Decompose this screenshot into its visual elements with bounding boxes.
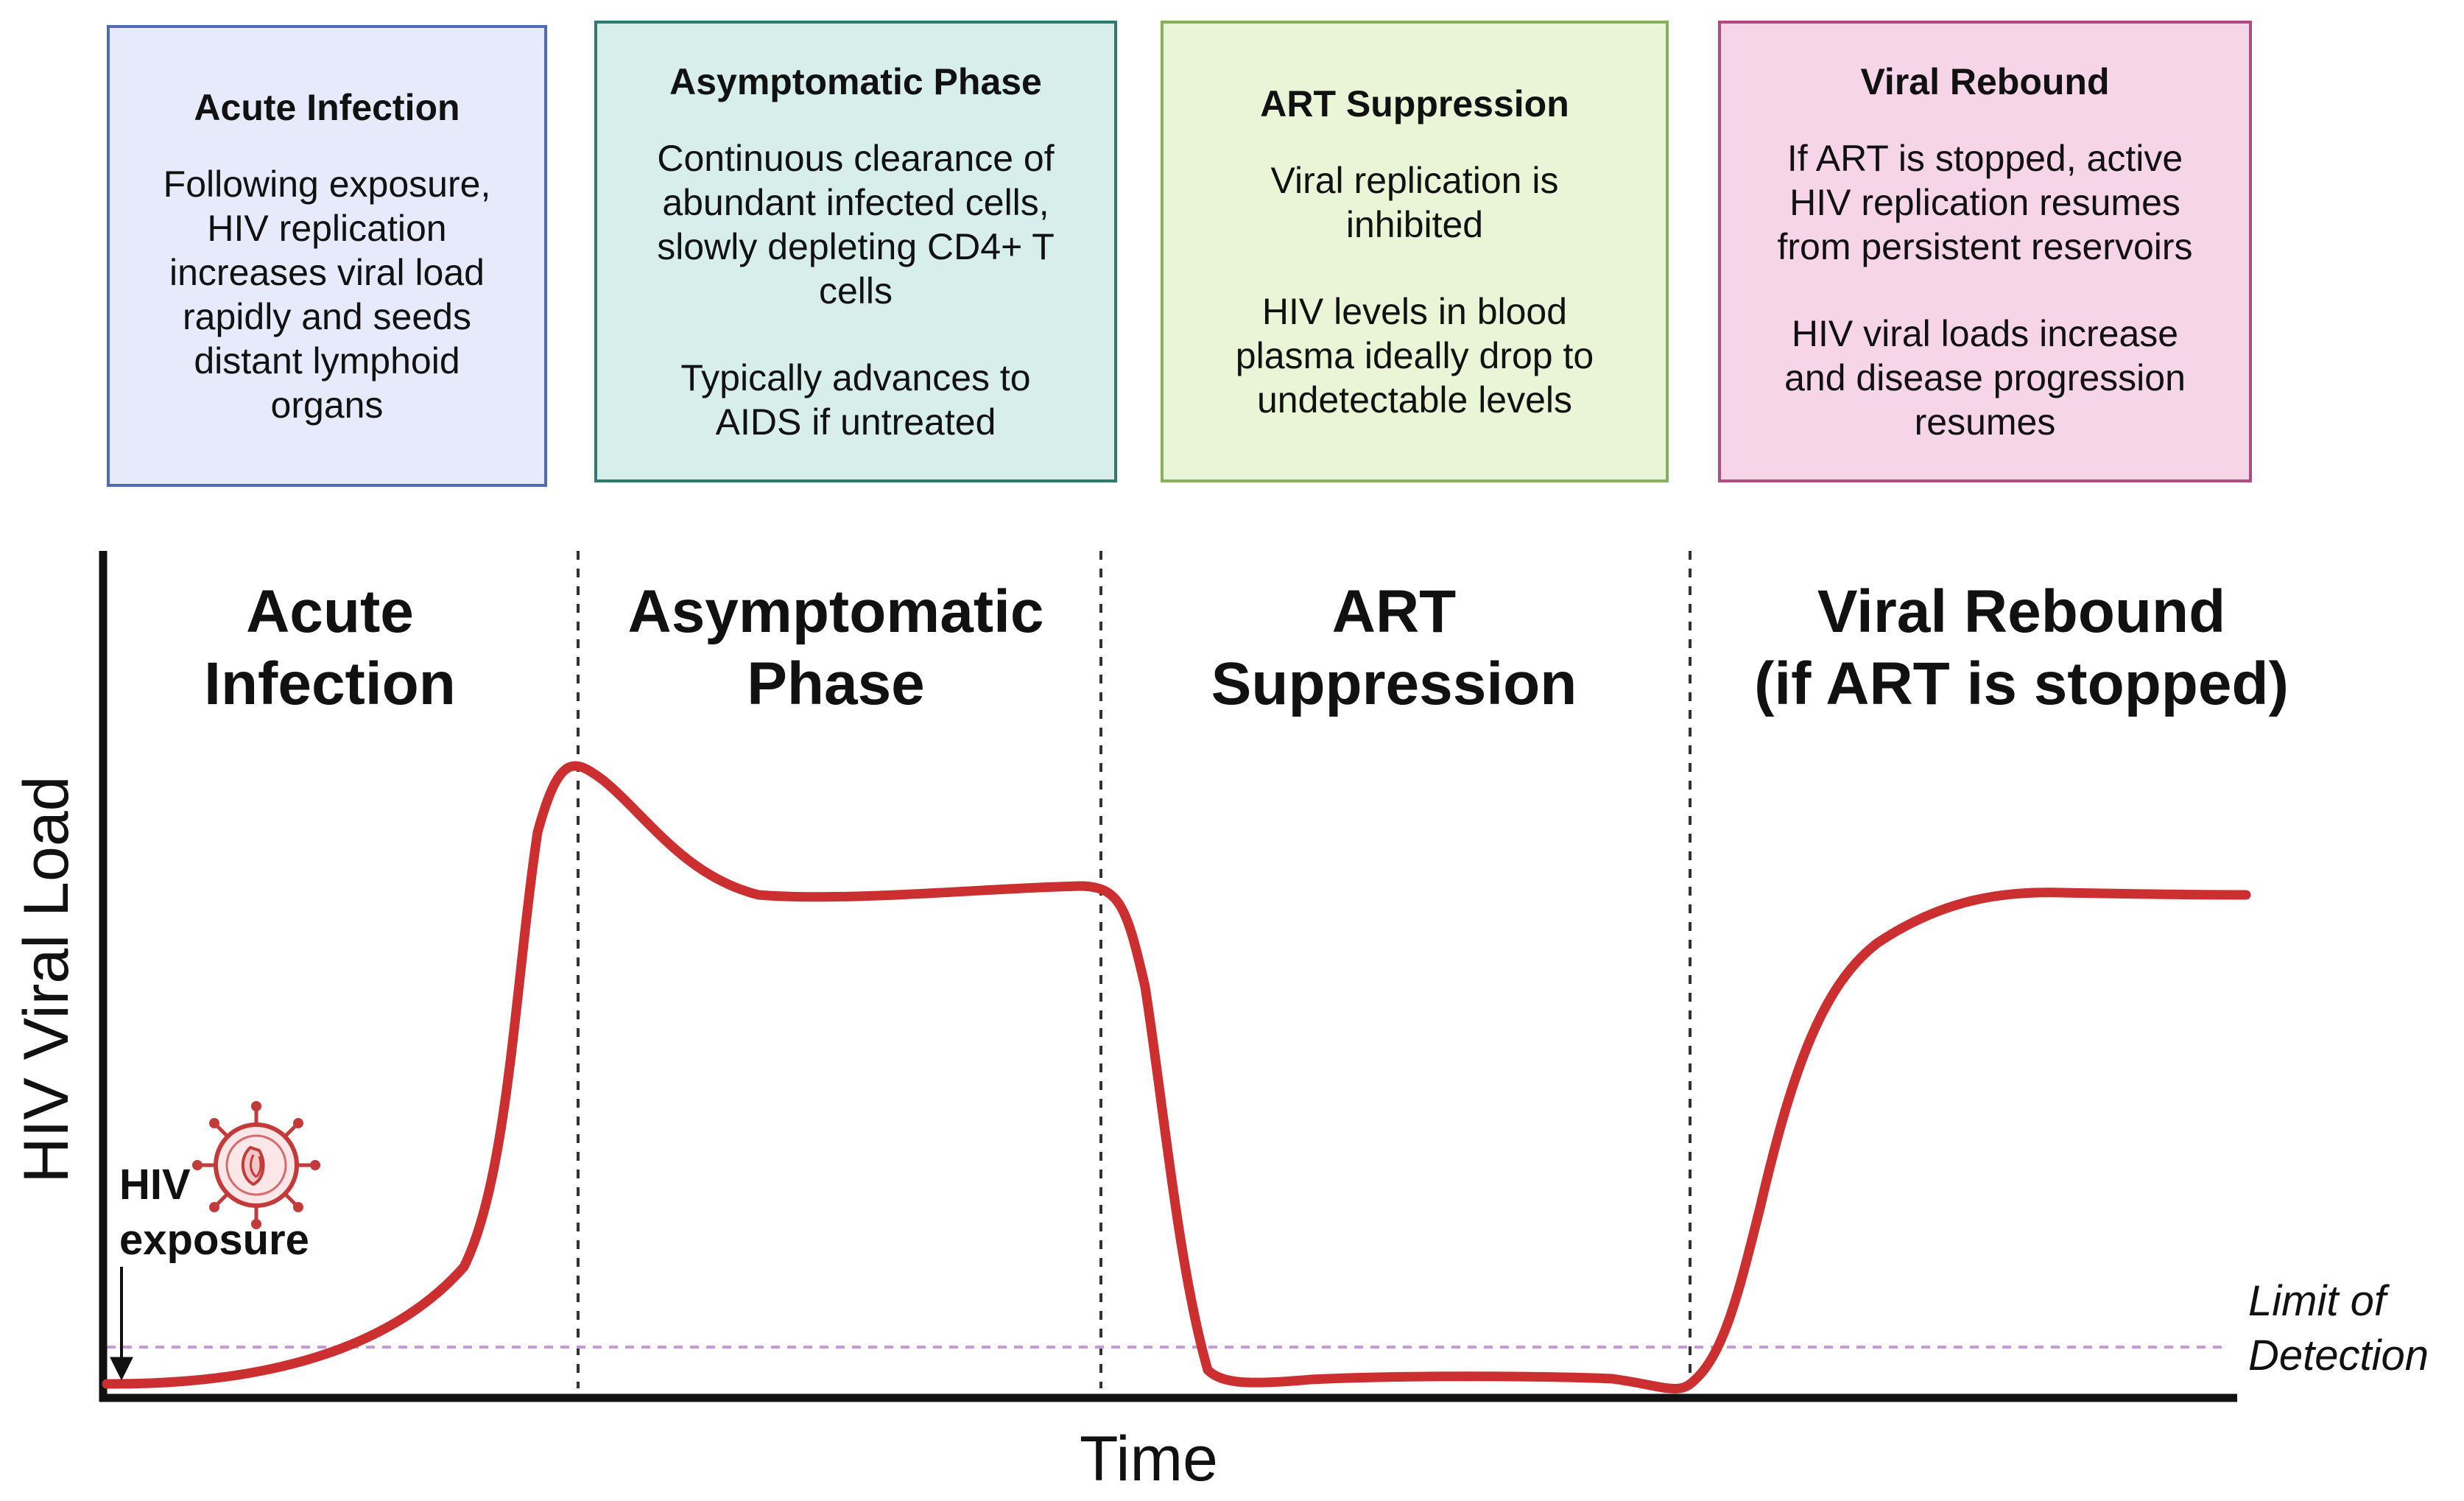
phase-heading-asymptomatic-line-1: Asymptomatic bbox=[627, 578, 1043, 645]
asymptomatic-phase-box-title: Asymptomatic Phase bbox=[669, 60, 1042, 102]
x-axis-label: Time bbox=[1080, 1424, 1218, 1494]
y-axis-label: HIV Viral Load bbox=[11, 776, 82, 1184]
art-suppression-box-text-2: HIV levels in blood plasma ideally drop … bbox=[1235, 290, 1594, 421]
phase-heading-art-line-1: ART bbox=[1332, 578, 1457, 645]
viral-load-curve bbox=[102, 761, 2251, 1393]
phase-heading-rebound-line-2: (if ART is stopped) bbox=[1754, 650, 2289, 717]
phase-heading-art-line-2: Suppression bbox=[1211, 650, 1577, 717]
art-suppression-box-title: ART Suppression bbox=[1260, 82, 1569, 124]
asymptomatic-phase-box-text-2: Typically advances to AIDS if untreated bbox=[680, 356, 1031, 443]
phase-heading-acute-line-2: Infection bbox=[204, 650, 456, 717]
viral-rebound-box: Viral Rebound If ART is stopped, active … bbox=[1718, 21, 2252, 482]
art-suppression-box-text-1: Viral replication is inhibited bbox=[1270, 159, 1559, 245]
phase-heading-asymptomatic-line-2: Phase bbox=[747, 650, 925, 717]
viral-rebound-box-text-1: If ART is stopped, active HIV replicatio… bbox=[1777, 137, 2193, 267]
acute-infection-box-title: Acute Infection bbox=[194, 86, 460, 128]
acute-infection-box: Acute Infection Following exposure, HIV … bbox=[107, 25, 547, 487]
phase-heading-acute-line-1: Acute bbox=[246, 578, 414, 645]
phase-heading-rebound-line-1: Viral Rebound bbox=[1817, 578, 2225, 645]
asymptomatic-phase-box-text-1: Continuous clearance of abundant infecte… bbox=[657, 137, 1055, 312]
hiv-exposure-label-line-2: exposure bbox=[119, 1216, 309, 1264]
viral-rebound-box-text-2: HIV viral loads increase and disease pro… bbox=[1784, 312, 2186, 443]
limit-of-detection-label-line-1: Limit of bbox=[2248, 1277, 2390, 1325]
acute-infection-box-text: Following exposure, HIV replication incr… bbox=[163, 163, 491, 426]
viral-rebound-box-title: Viral Rebound bbox=[1860, 60, 2110, 102]
hiv-exposure-label-line-1: HIV bbox=[119, 1161, 191, 1209]
asymptomatic-phase-box: Asymptomatic Phase Continuous clearance … bbox=[594, 21, 1117, 482]
virus-icon bbox=[192, 1101, 320, 1229]
art-suppression-box: ART Suppression Viral replication is inh… bbox=[1161, 21, 1669, 482]
limit-of-detection-label-line-2: Detection bbox=[2248, 1332, 2429, 1379]
